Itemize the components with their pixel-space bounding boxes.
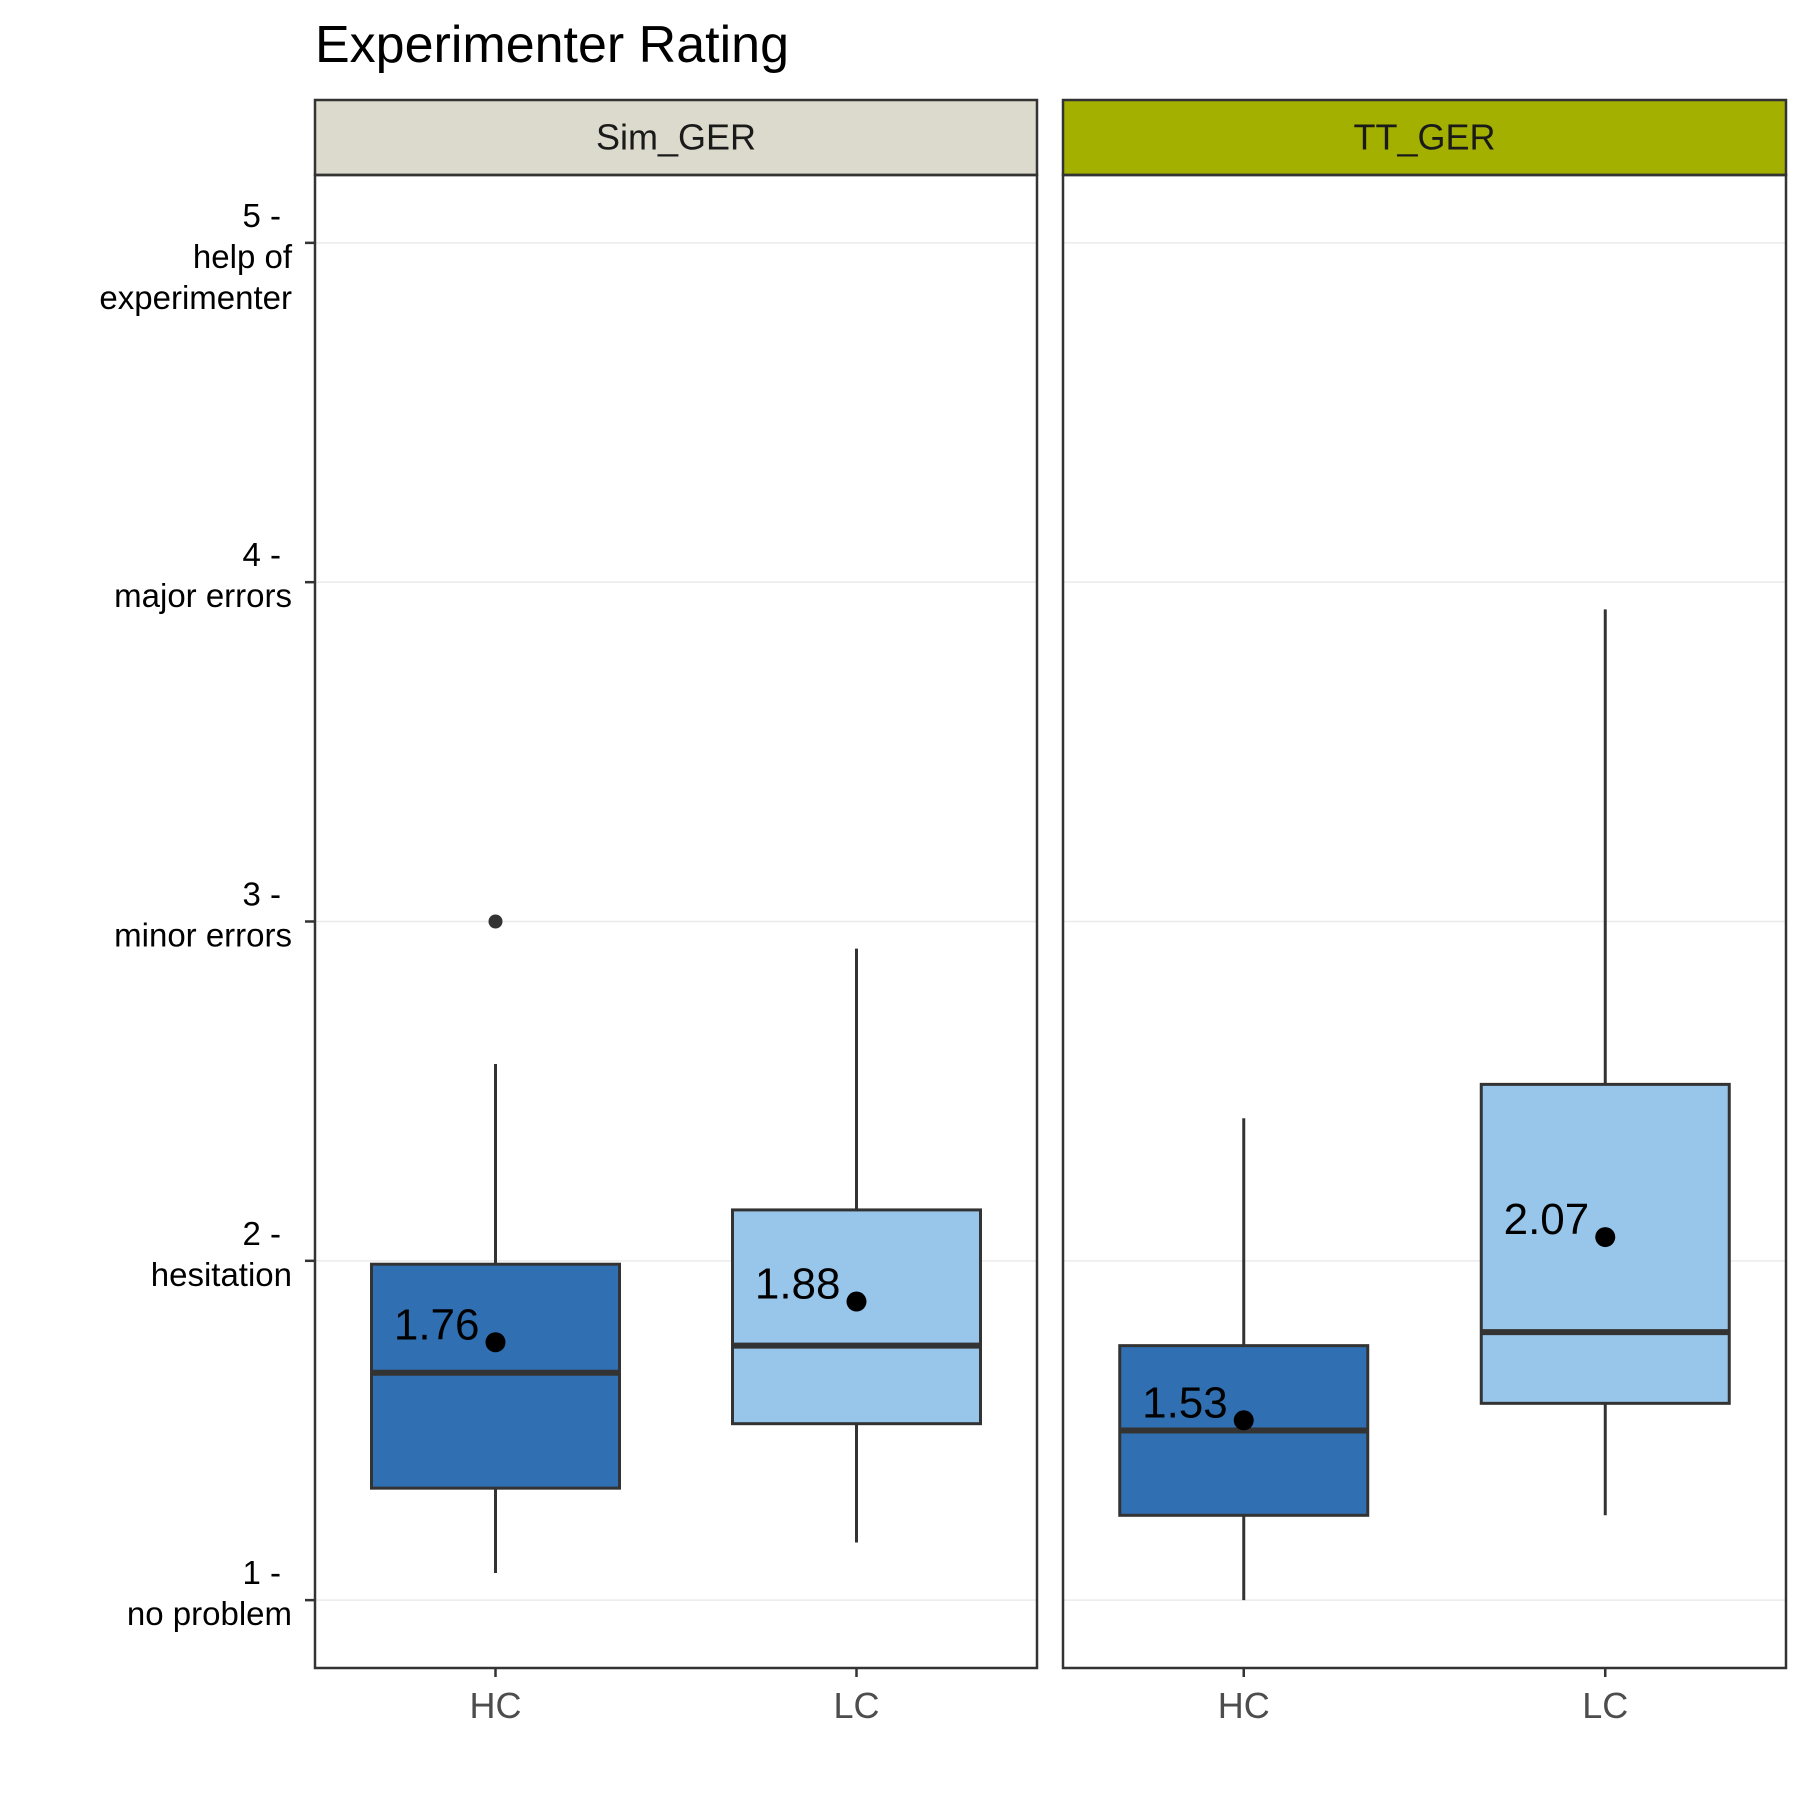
facet-panel-sim-ger: Sim_GER 1.76 1.88 HC LC (313, 98, 1039, 1726)
x-tick-label: LC (833, 1685, 879, 1726)
y-tick-label: major errors (114, 577, 292, 614)
boxplot-lc: 2.07 (1479, 609, 1731, 1516)
y-tick-label: 1 - (242, 1554, 281, 1591)
boxplot-hc: 1.53 (1118, 1118, 1370, 1601)
outlier-point (488, 914, 503, 929)
x-tick-label: HC (470, 1685, 522, 1726)
panel-border (1061, 173, 1788, 1670)
chart-title: Experimenter Rating (315, 16, 789, 74)
mean-point (846, 1291, 867, 1312)
y-tick-label: experimenter (99, 279, 292, 316)
y-tick-label: no problem (127, 1595, 292, 1632)
y-tick-label: 4 - (242, 536, 281, 573)
mean-point (1233, 1410, 1254, 1431)
facet-panels: Sim_GER 1.76 1.88 HC LC TT_GER 1.53 2.07 HC LC (313, 98, 1788, 1726)
mean-point (485, 1332, 506, 1353)
y-tick-label: hesitation (151, 1256, 292, 1293)
mean-label: 1.88 (755, 1260, 841, 1309)
facet-strip (1061, 98, 1788, 177)
y-tick-label: 3 - (242, 876, 281, 913)
facet-panel-tt-ger: TT_GER 1.53 2.07 HC LC (1061, 98, 1788, 1726)
mean-point (1595, 1227, 1616, 1248)
facet-strip-label: Sim_GER (596, 117, 756, 158)
box-iqr (731, 1208, 982, 1426)
box-iqr (370, 1262, 621, 1490)
facet-strip-label: TT_GER (1353, 117, 1495, 158)
y-tick-label: 2 - (242, 1215, 281, 1252)
facet-strip (313, 98, 1039, 177)
y-tick-label: help of (193, 238, 293, 275)
mean-label: 2.07 (1504, 1195, 1590, 1244)
boxplot-hc: 1.76 (370, 914, 621, 1573)
mean-label: 1.53 (1142, 1378, 1228, 1427)
boxplot-lc: 1.88 (731, 948, 982, 1543)
y-axis: 1 - no problem 2 - hesitation 3 - minor error… (99, 197, 315, 1632)
mean-label: 1.76 (394, 1300, 480, 1349)
y-tick-label: 5 - (242, 197, 281, 234)
y-tick-label: minor errors (114, 917, 292, 954)
x-tick-label: LC (1582, 1685, 1628, 1726)
x-tick-label: HC (1218, 1685, 1270, 1726)
